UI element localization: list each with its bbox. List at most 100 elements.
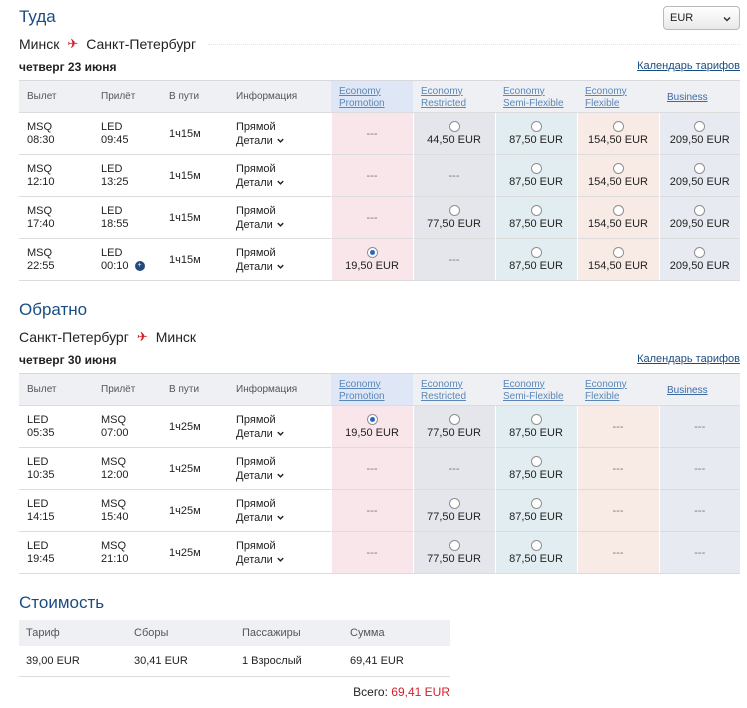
fare-cell[interactable]: 77,50 EUR: [412, 531, 495, 574]
fare-cell[interactable]: 87,50 EUR: [494, 238, 577, 281]
fare-radio[interactable]: [530, 540, 542, 551]
fare-radio[interactable]: [694, 205, 706, 216]
fare-header-economy-restricted[interactable]: Economy Restricted: [413, 80, 495, 113]
arrival-code: MSQ: [101, 413, 127, 426]
fare-cell[interactable]: 154,50 EUR: [576, 112, 659, 155]
arrival-time-line: 18:55: [101, 218, 153, 231]
fare-radio[interactable]: [612, 163, 624, 174]
fare-cell[interactable]: 19,50 EUR: [330, 238, 413, 281]
details-link[interactable]: Детали: [236, 469, 285, 483]
details-link[interactable]: Детали: [236, 553, 285, 567]
fare-cell[interactable]: 19,50 EUR: [330, 405, 413, 448]
route-origin: Минск: [19, 36, 60, 52]
flight-row: LED 19:45 MSQ 21:10 1ч25м Прямой Детали --- 77,5…: [19, 531, 740, 574]
fare-price: 19,50 EUR: [345, 260, 399, 272]
fare-header-business[interactable]: Business: [659, 373, 740, 406]
fare-cell[interactable]: 87,50 EUR: [494, 196, 577, 239]
fare-cell[interactable]: 154,50 EUR: [576, 196, 659, 239]
departure-time: 19:45: [27, 552, 55, 565]
arrival-code: LED: [101, 120, 123, 133]
fare-radio[interactable]: [530, 163, 542, 174]
cost-header-fare: Тариф: [19, 620, 127, 646]
details-link[interactable]: Детали: [236, 260, 285, 274]
fare-cell[interactable]: 209,50 EUR: [658, 196, 740, 239]
fare-radio[interactable]: [694, 247, 706, 258]
fare-radio[interactable]: [366, 247, 378, 258]
fare-radio[interactable]: [612, 205, 624, 216]
departure-cell: LED 19:45: [19, 531, 93, 574]
inbound-calendar-link[interactable]: Календарь тарифов: [637, 353, 740, 365]
fare-header-economy-restricted[interactable]: Economy Restricted: [413, 373, 495, 406]
arrival-code: MSQ: [101, 539, 127, 552]
fare-cell: ---: [412, 154, 495, 197]
fare-radio[interactable]: [530, 247, 542, 258]
details-link[interactable]: Детали: [236, 176, 285, 190]
fare-header-economy-promotion[interactable]: Economy Promotion: [331, 80, 413, 113]
fare-cell[interactable]: 209,50 EUR: [658, 112, 740, 155]
fare-radio[interactable]: [530, 205, 542, 216]
details-label: Детали: [236, 469, 273, 482]
flight-row: LED 10:35 MSQ 12:00 1ч25м Прямой Детали --- --- 8…: [19, 447, 740, 490]
fare-radio[interactable]: [448, 205, 460, 216]
fare-radio[interactable]: [530, 498, 542, 509]
details-link[interactable]: Детали: [236, 511, 285, 525]
fare-cell[interactable]: 87,50 EUR: [494, 447, 577, 490]
arrival-time: 12:00: [101, 468, 129, 481]
fare-header-economy-flexible[interactable]: Economy Flexible: [577, 373, 659, 406]
fare-cell[interactable]: 87,50 EUR: [494, 489, 577, 532]
fare-cell[interactable]: 154,50 EUR: [576, 238, 659, 281]
fare-radio[interactable]: [694, 121, 706, 132]
fare-cell[interactable]: 154,50 EUR: [576, 154, 659, 197]
details-link[interactable]: Детали: [236, 218, 285, 232]
fare-cell[interactable]: 87,50 EUR: [494, 405, 577, 448]
fare-cell[interactable]: 87,50 EUR: [494, 154, 577, 197]
fare-cell[interactable]: 87,50 EUR: [494, 112, 577, 155]
fare-unavailable: ---: [612, 546, 624, 559]
fare-radio[interactable]: [612, 247, 624, 258]
departure-code: LED: [27, 413, 49, 426]
fare-cell: ---: [576, 489, 659, 532]
fare-cell[interactable]: 44,50 EUR: [412, 112, 495, 155]
arrival-cell: MSQ 15:40: [93, 489, 161, 532]
fare-radio[interactable]: [448, 540, 460, 551]
duration: 1ч15м: [161, 196, 228, 239]
fare-header-economy-semi-flexible[interactable]: Economy Semi-Flexible: [495, 373, 577, 406]
fare-cell[interactable]: 77,50 EUR: [412, 489, 495, 532]
fare-header-economy-promotion[interactable]: Economy Promotion: [331, 373, 413, 406]
details-link[interactable]: Детали: [236, 427, 285, 441]
currency-value: EUR: [670, 12, 694, 24]
fare-cell[interactable]: 209,50 EUR: [658, 154, 740, 197]
arrival-time: 09:45: [101, 133, 129, 146]
fare-radio[interactable]: [530, 414, 542, 425]
fare-header-business[interactable]: Business: [659, 80, 740, 113]
duration: 1ч25м: [161, 405, 228, 448]
arrival-cell: MSQ 21:10: [93, 531, 161, 574]
flight-row: MSQ 22:55 LED 00:10 +1ч15м Прямой Детали 19,50 …: [19, 238, 740, 281]
fare-header-economy-semi-flexible[interactable]: Economy Semi-Flexible: [495, 80, 577, 113]
fare-radio[interactable]: [694, 163, 706, 174]
fare-cell[interactable]: 209,50 EUR: [658, 238, 740, 281]
outbound-calendar-link[interactable]: Календарь тарифов: [637, 60, 740, 72]
arrival-cell: LED 00:10 +: [93, 238, 161, 281]
fare-radio[interactable]: [448, 414, 460, 425]
flight-type: Прямой: [236, 204, 276, 217]
fare-radio[interactable]: [612, 121, 624, 132]
arrival-time-line: 21:10: [101, 553, 153, 566]
fare-price: 87,50 EUR: [509, 427, 563, 439]
fare-cell[interactable]: 77,50 EUR: [412, 196, 495, 239]
details-link[interactable]: Детали: [236, 134, 285, 148]
fare-radio[interactable]: [530, 456, 542, 467]
fare-cell[interactable]: 77,50 EUR: [412, 405, 495, 448]
fare-radio[interactable]: [448, 498, 460, 509]
fare-radio[interactable]: [530, 121, 542, 132]
fare-radio[interactable]: [366, 414, 378, 425]
duration: 1ч15м: [161, 112, 228, 155]
fare-cell[interactable]: 87,50 EUR: [494, 531, 577, 574]
fare-radio[interactable]: [448, 121, 460, 132]
col-arrival: Прилёт: [93, 373, 161, 406]
fare-price: 154,50 EUR: [588, 176, 648, 188]
details-label: Детали: [236, 218, 273, 231]
fare-header-economy-flexible[interactable]: Economy Flexible: [577, 80, 659, 113]
col-duration: В пути: [161, 373, 228, 406]
currency-select[interactable]: EUR: [663, 6, 740, 30]
